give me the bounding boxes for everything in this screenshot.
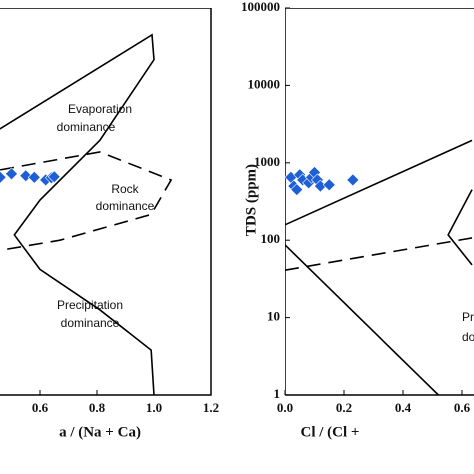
- data-point: [27, 170, 41, 184]
- plot-area: [285, 8, 474, 396]
- y-tick-label: 10000: [248, 76, 281, 91]
- data-point: [5, 167, 18, 181]
- x-tick-label: 0.4: [395, 400, 412, 415]
- plot-frame: [285, 8, 474, 396]
- data-point: [290, 183, 304, 197]
- annotation: do: [462, 330, 474, 344]
- x-tick-label: 0.8: [89, 400, 106, 415]
- annotation: Evaporation: [68, 102, 132, 116]
- y-tick-label: 1: [274, 386, 281, 401]
- x-tick-label: 1.2: [203, 400, 219, 415]
- x-tick-label: 0.2: [336, 400, 352, 415]
- annotation: dominance: [61, 316, 120, 330]
- x-axis-label: Cl / (Cl +: [301, 424, 360, 440]
- x-axis-label: a / (Na + Ca): [59, 424, 141, 440]
- boundary-curve: [285, 139, 473, 226]
- annotation: Rock: [111, 182, 139, 196]
- data-point: [47, 170, 61, 184]
- data-point: [322, 178, 336, 192]
- data-point: [0, 170, 7, 184]
- data-point: [346, 173, 360, 187]
- y-tick-label: 100000: [241, 0, 280, 14]
- boundary-curve: [0, 33, 155, 396]
- y-axis-label: TDS (ppm): [243, 164, 259, 236]
- data-point: [19, 169, 33, 183]
- x-tick-label: 0.6: [454, 400, 471, 415]
- boundary-curve: [285, 237, 473, 271]
- y-tick-label: 100: [261, 231, 281, 246]
- y-tick-label: 1000: [254, 154, 280, 169]
- boundary-curve: [285, 244, 439, 396]
- y-tick-label: 10: [267, 309, 280, 324]
- x-tick-label: 1.0: [146, 400, 162, 415]
- x-tick-label: 0.0: [277, 400, 293, 415]
- boundary-curve: [447, 189, 473, 266]
- annotation: dominance: [96, 199, 155, 213]
- x-tick-label: 0.6: [32, 400, 49, 415]
- annotation: dominance: [57, 120, 116, 134]
- annotation: Precipitation: [57, 298, 123, 312]
- annotation: Pr: [462, 310, 474, 324]
